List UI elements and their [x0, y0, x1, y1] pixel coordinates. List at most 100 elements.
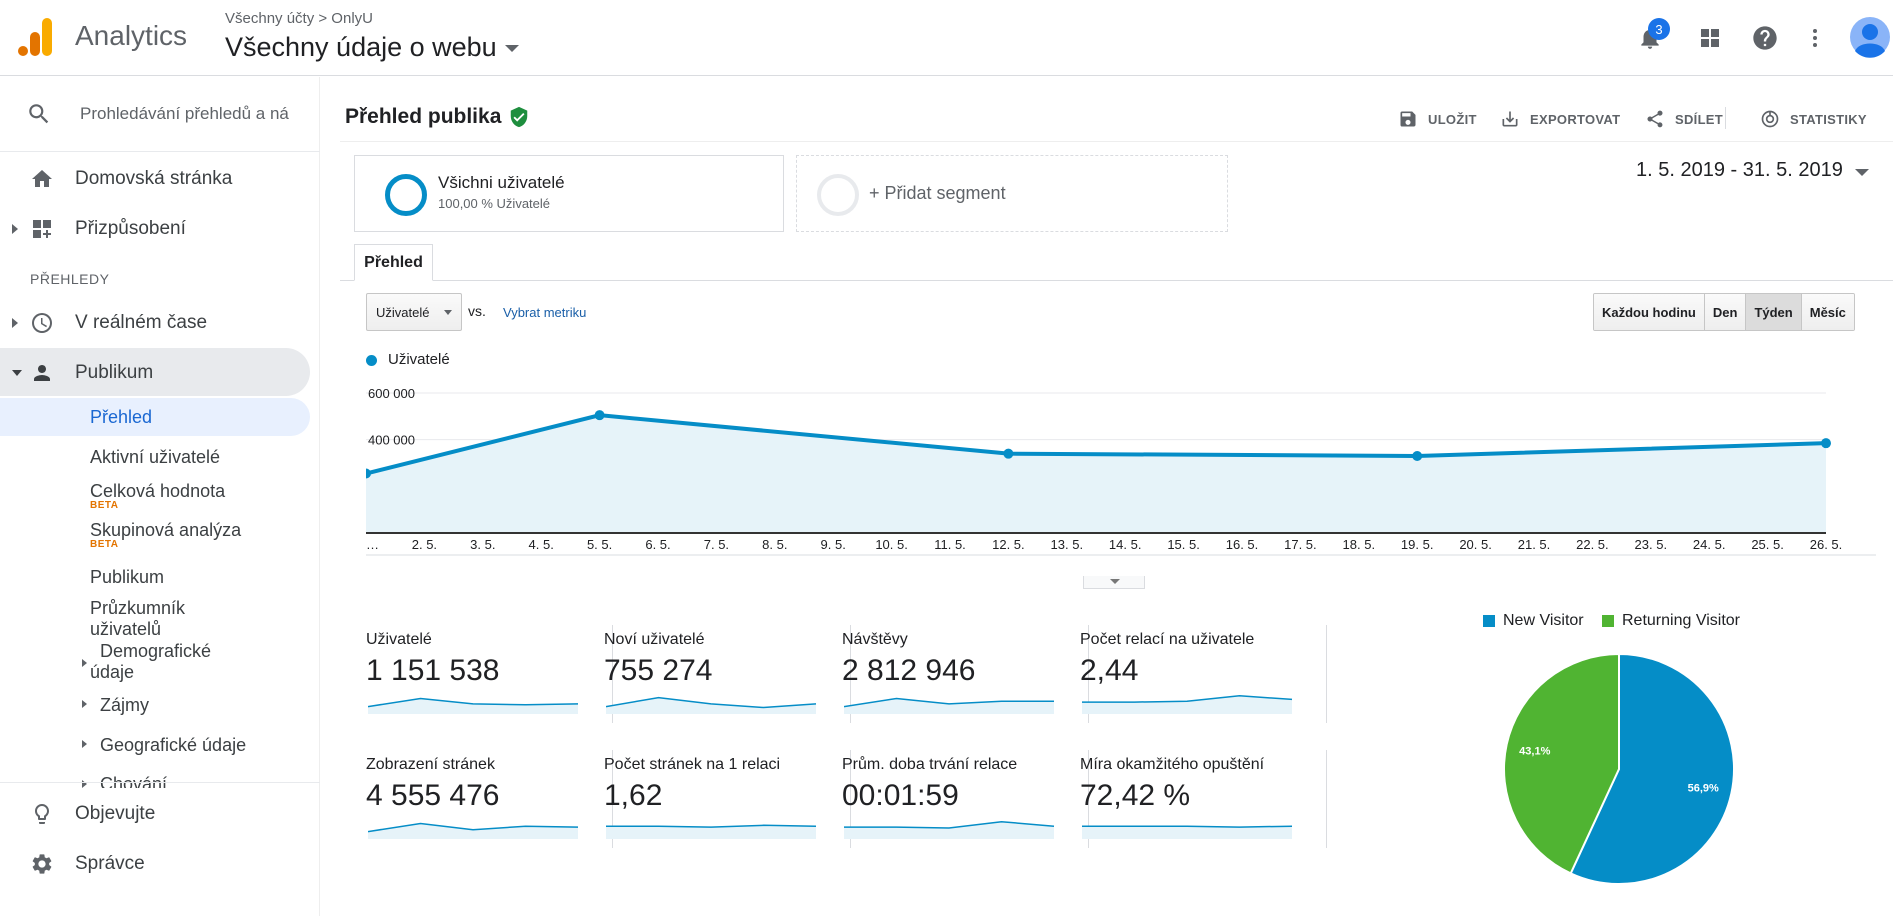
metric-tile[interactable]: Zobrazení stránek 4 555 476: [366, 756, 604, 856]
metric-label: Počet relací na uživatele: [1080, 631, 1255, 648]
help-button[interactable]: [1745, 18, 1785, 58]
view-selector[interactable]: Všechny údaje o webu: [225, 32, 519, 63]
metric-tile[interactable]: Prům. doba trvání relace 00:01:59: [842, 756, 1080, 856]
sparkline-line: [606, 824, 817, 828]
sparkline: [606, 696, 817, 714]
expand-arrow-icon[interactable]: [12, 318, 18, 328]
tab-divider: [340, 280, 1893, 281]
granularity-week[interactable]: Týden: [1746, 294, 1802, 330]
sidebar: Prohledávání přehledů a ná Domovská strá…: [0, 77, 320, 916]
nav-lifetime-value[interactable]: Celková hodnota: [90, 481, 226, 501]
verified-shield-icon: [510, 106, 528, 128]
nav-demographics[interactable]: Demografické údaje: [90, 641, 211, 683]
pie-slice[interactable]: [1569, 652, 1735, 885]
metric-label: Noví uživatelé: [604, 631, 705, 648]
x-tick-label: 9. 5.: [821, 537, 846, 552]
tab-overview[interactable]: Přehled: [354, 244, 433, 281]
nav-realtime-label: V reálném čase: [75, 312, 208, 333]
date-range-picker[interactable]: 1. 5. 2019 - 31. 5. 2019: [1636, 159, 1843, 181]
x-tick-label: 23. 5.: [1635, 537, 1668, 552]
nav-customization[interactable]: Přizpůsobení: [0, 204, 320, 254]
data-point[interactable]: [1821, 438, 1831, 449]
nav-geo[interactable]: Geografické údaje: [100, 735, 247, 755]
data-point[interactable]: [594, 410, 605, 421]
nav-home[interactable]: Domovská stránka: [0, 154, 320, 204]
analytics-logo[interactable]: [18, 18, 54, 56]
data-point[interactable]: [1412, 451, 1423, 461]
sparkline-line: [368, 822, 579, 833]
visitor-pie-chart[interactable]: 56,9% 43,1%: [1499, 649, 1739, 889]
save-icon: [1400, 111, 1416, 127]
grid-icon: [1701, 29, 1719, 47]
report-search[interactable]: Prohledávání přehledů a ná: [0, 77, 320, 152]
pie-slice-label: 56,9%: [1688, 783, 1719, 795]
collapse-arrow-icon[interactable]: [12, 370, 22, 376]
lightbulb-icon: [35, 804, 49, 824]
granularity-hourly[interactable]: Každou hodinu: [1594, 294, 1705, 330]
chart-collapse-handle[interactable]: [1083, 576, 1145, 589]
metric-tile[interactable]: Noví uživatelé 755 274: [604, 631, 842, 731]
metric-tile[interactable]: Míra okamžitého opuštění 72,42 %: [1080, 756, 1318, 856]
section-reports-label: PŘEHLEDY: [30, 271, 110, 287]
data-point[interactable]: [366, 468, 371, 479]
more-menu-button[interactable]: [1795, 18, 1835, 58]
nav-admin[interactable]: Správce: [0, 839, 320, 889]
granularity-day[interactable]: Den: [1704, 294, 1747, 330]
insights-button[interactable]: STATISTIKY: [1760, 109, 1867, 129]
metric-tile[interactable]: Uživatelé 1 151 538: [366, 631, 604, 731]
pie-slice[interactable]: [1503, 652, 1620, 875]
add-segment-button[interactable]: + Přidat segment: [796, 155, 1228, 232]
expand-arrow-icon[interactable]: [82, 780, 87, 788]
metric-value: 2 812 946: [842, 654, 976, 687]
caret-down-icon[interactable]: [1855, 169, 1869, 176]
expand-arrow-icon[interactable]: [82, 740, 87, 748]
sidebar-divider: [0, 782, 320, 783]
nav-user-explorer[interactable]: Průzkumník uživatelů: [90, 598, 185, 640]
legend-swatch: [366, 355, 377, 366]
sparkline: [606, 824, 817, 839]
metric-tile[interactable]: Návštěvy 2 812 946: [842, 631, 1080, 731]
select-metric-link[interactable]: Vybrat metriku: [503, 305, 587, 320]
account-breadcrumb[interactable]: Všechny účty > OnlyU: [225, 10, 373, 27]
expand-arrow-icon[interactable]: [12, 224, 18, 234]
top-bar: Analytics Všechny účty > OnlyU Všechny ú…: [0, 0, 1893, 76]
data-point[interactable]: [1003, 448, 1014, 459]
export-button[interactable]: EXPORTOVAT: [1500, 109, 1620, 129]
tile-separator: [850, 625, 851, 723]
sparkline-line: [368, 697, 579, 708]
beta-badge: BETA: [90, 500, 119, 511]
expand-arrow-icon[interactable]: [82, 700, 87, 708]
apps-button[interactable]: [1690, 18, 1730, 58]
metric-tile[interactable]: Počet stránek na 1 relaci 1,62: [604, 756, 842, 856]
metric-tile[interactable]: Počet relací na uživatele 2,44: [1080, 631, 1318, 731]
x-tick-label: 11. 5.: [934, 537, 966, 552]
metric-value: 755 274: [604, 654, 713, 687]
share-button[interactable]: SDÍLET: [1645, 109, 1723, 129]
nav-active-users[interactable]: Aktivní uživatelé: [90, 447, 221, 467]
nav-audience[interactable]: Publikum: [0, 348, 320, 398]
nav-behavior[interactable]: Chování: [100, 774, 168, 788]
granularity-month[interactable]: Měsíc: [1801, 294, 1854, 330]
x-tick-label: 17. 5.: [1284, 537, 1317, 552]
nav-audience-overview[interactable]: Přehled: [90, 407, 153, 427]
nav-discover[interactable]: Objevujte: [0, 789, 320, 839]
account-avatar[interactable]: [1848, 15, 1892, 59]
save-button[interactable]: ULOŽIT: [1398, 109, 1477, 129]
x-tick-label: 12. 5.: [992, 537, 1025, 552]
sparkline: [844, 820, 1055, 839]
metric-select[interactable]: Uživatelé: [366, 293, 462, 331]
empty-segment-ring: [817, 174, 859, 216]
segment-all-users[interactable]: Všichni uživatelé 100,00 % Uživatelé: [354, 155, 784, 232]
nav-realtime[interactable]: V reálném čase: [0, 298, 320, 348]
segment-name: Všichni uživatelé: [438, 173, 565, 192]
segment-color-ring: [385, 174, 427, 216]
view-title: Všechny údaje o webu: [225, 32, 497, 62]
search-input[interactable]: Prohledávání přehledů a ná: [80, 104, 289, 123]
nav-audiences[interactable]: Publikum: [90, 567, 165, 587]
x-tick-label: 4. 5.: [529, 537, 554, 552]
nav-cohort-analysis[interactable]: Skupinová analýza: [90, 520, 242, 540]
nav-interests[interactable]: Zájmy: [100, 695, 149, 715]
expand-arrow-icon[interactable]: [82, 659, 87, 667]
notifications-button[interactable]: 3: [1630, 18, 1670, 58]
